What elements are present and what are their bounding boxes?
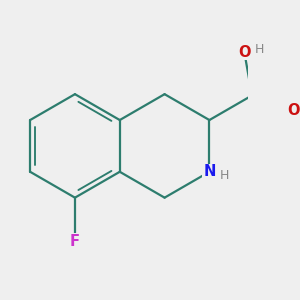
Text: O: O xyxy=(287,103,300,118)
Text: F: F xyxy=(70,234,80,249)
Text: H: H xyxy=(255,43,264,56)
Text: O: O xyxy=(238,45,250,60)
Text: H: H xyxy=(220,169,229,182)
Text: N: N xyxy=(203,164,216,179)
